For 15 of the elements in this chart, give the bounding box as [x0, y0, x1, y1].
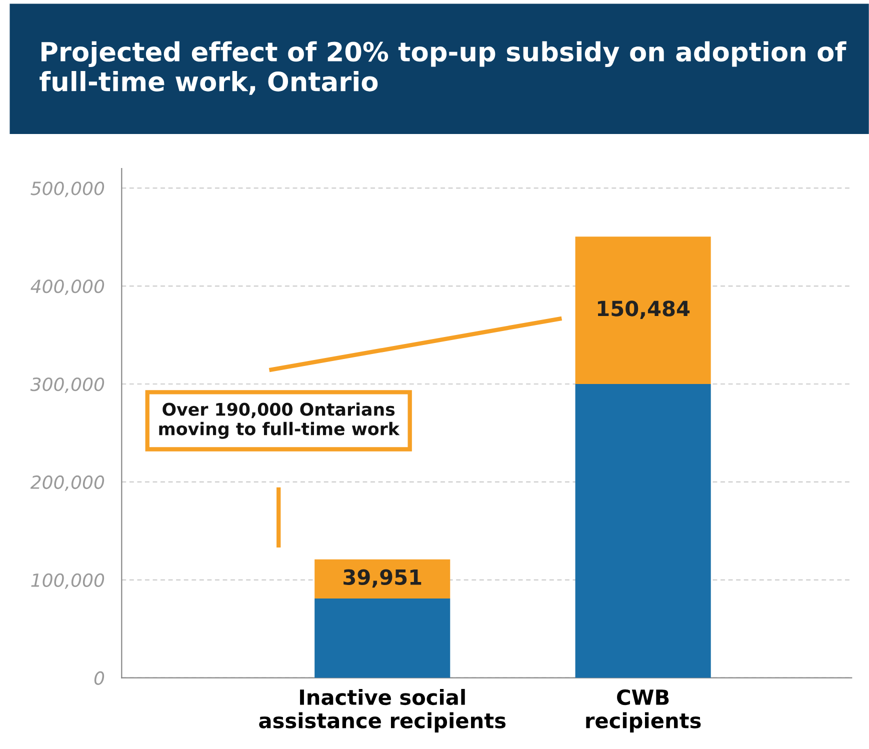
y-tick-label: 100,000	[31, 573, 104, 589]
x-tick-label: Inactive social assistance recipients	[259, 688, 506, 732]
y-tick-label: 300,000	[30, 377, 104, 393]
y-tick-label: 0	[94, 671, 104, 685]
bar	[575, 384, 711, 678]
y-tick-label: 200,000	[30, 475, 104, 491]
bar	[314, 598, 450, 678]
bar	[575, 236, 711, 384]
y-tick-label: 500,000	[30, 182, 104, 198]
data-label: 39,951	[344, 569, 422, 588]
data-label: 150,484	[598, 300, 690, 320]
chart-title: Projected effect of 20% top-up subsidy on adoption of full-time work, Ontario	[40, 41, 846, 95]
annotation: Over 190,000 Ontarians moving to full-time work	[159, 402, 400, 439]
x-tick-label: CWB recipients	[586, 689, 701, 732]
y-tick-label: 400,000	[30, 280, 104, 296]
